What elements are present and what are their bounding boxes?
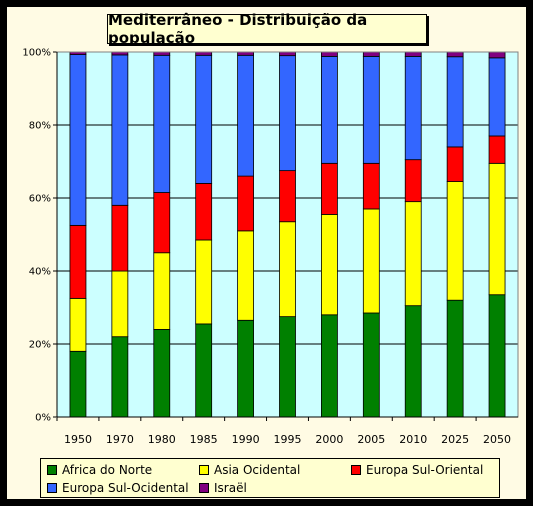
bar-segment [195,182,213,241]
x-tick-label: 1980 [148,433,176,446]
x-tick-label: 1985 [190,433,218,446]
bar-segment [488,57,506,137]
bar-segment [195,54,213,184]
bar-segment [404,51,422,57]
bar-segment [404,305,422,418]
bar-segment [446,181,464,301]
x-tick-label: 2010 [399,433,427,446]
bar-segment [69,224,87,299]
y-tick-label: 60% [29,194,51,205]
bar-segment [321,314,338,418]
bar-segment [111,336,129,418]
chart-title: Mediterrâneo - Distribuição da população [107,11,427,47]
bar-segment [488,294,506,418]
bar-segment [404,159,422,203]
bar-segment [237,54,254,177]
legend-label: Asia Ocidental [214,463,301,477]
legend-item-israel: Israël [199,481,247,495]
y-tick-label: 20% [29,340,51,351]
legend-item-asia-ocidental: Asia Ocidental [199,463,300,477]
x-tick-label: 2025 [441,433,469,446]
bar-segment [446,56,464,148]
bar-segment [69,54,87,226]
bar-segment [446,51,464,58]
legend-item-europa-sul-oriental: Europa Sul-Oriental [351,463,483,477]
bar-segment [237,175,254,232]
y-tick-label: 40% [29,267,51,278]
bar-segment [446,299,464,418]
bar-segment [446,146,464,182]
legend-label: Africa do Norte [62,463,153,477]
y-tick-label: 0% [35,413,51,424]
bar-segment [362,51,380,57]
x-tick-label: 2005 [357,433,385,446]
legend-label: Israël [214,481,247,495]
bar-segment [321,51,338,57]
bar-segment [404,55,422,161]
legend-swatch [47,483,57,493]
x-tick-label: 1950 [64,433,92,446]
bar-segment [321,55,338,164]
bar-segment [153,252,171,330]
bar-segment [488,162,506,296]
legend-item-europa-sul-ocidental: Europa Sul-Ocidental [47,481,189,495]
axes: 0% 20% 40% 60% 80% 100% 1950 1970 1980 1985 1990 19… [22,48,519,446]
bar-segment [195,239,213,325]
bar-segment [362,312,380,418]
bar-segment [362,55,380,164]
bar-segment [111,204,129,272]
bar-segment [279,221,296,318]
bar-segment [237,319,254,418]
legend-label: Europa Sul-Oriental [366,463,484,477]
bar-segment [321,162,338,215]
bar-segment [69,297,87,352]
bar-segment [488,51,506,59]
bar-segment [362,208,380,314]
legend-item-africa-do-norte: Africa do Norte [47,463,152,477]
bar-segment [279,170,296,223]
bar-segment [153,54,171,193]
x-tick-label: 1990 [232,433,260,446]
x-tick-label: 1970 [106,433,134,446]
legend-swatch [199,465,209,475]
bar-segment [404,201,422,307]
legend-swatch [199,483,209,493]
bars [69,51,506,418]
bar-segment [69,350,87,418]
legend-swatch [351,465,361,475]
bar-segment [279,55,296,172]
legend: Africa do Norte Asia Ocidental Europa Su… [40,458,500,498]
bar-segment [153,192,171,254]
bar-segment [279,316,296,418]
x-tick-label: 2050 [483,433,511,446]
bar-segment [111,270,129,338]
bar-segment [153,328,171,418]
bar-segment [321,214,338,316]
bar-segment [237,230,254,321]
bar-segment [488,135,506,164]
bar-segment [111,54,129,206]
legend-swatch [47,465,57,475]
legend-label: Europa Sul-Ocidental [62,481,189,495]
x-tick-label: 1995 [274,433,302,446]
x-tick-label: 2000 [315,433,343,446]
bar-segment [195,323,213,418]
bar-segment [362,162,380,210]
y-tick-label: 100% [22,48,51,59]
bar-segment [279,51,296,57]
y-tick-label: 80% [29,121,51,132]
